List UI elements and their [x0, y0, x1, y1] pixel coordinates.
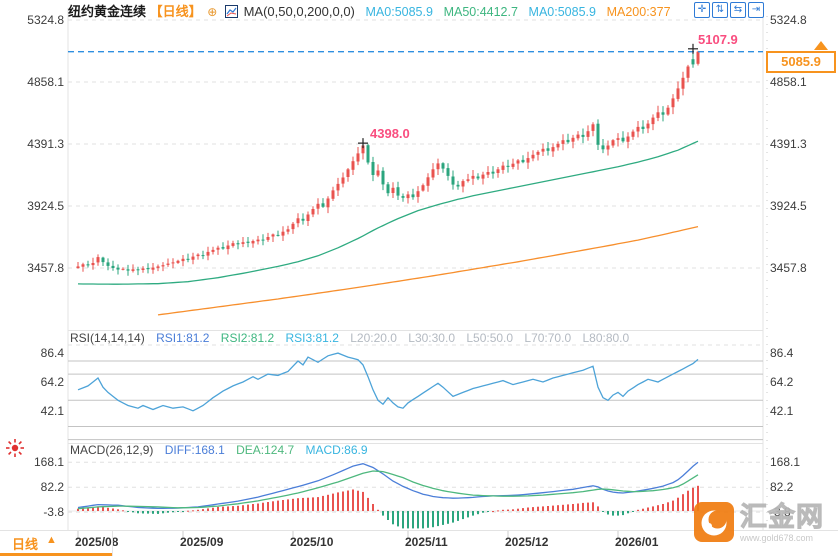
rsi-axis-left-label: 42.1: [40, 403, 64, 418]
watermark-url: www.gold678.com: [740, 533, 814, 543]
price-axis-left-label: 3924.5: [27, 199, 64, 214]
macd-axis-left-label: 82.2: [40, 480, 64, 495]
record-high-label: 5107.9: [698, 31, 738, 47]
ma200-value: MA200:377: [606, 5, 671, 19]
ma0-value-2: MA0:5085.9: [528, 5, 596, 19]
tab-daily-label: 日线: [12, 537, 39, 552]
tab-daily[interactable]: 日线 ▲: [0, 531, 113, 556]
period-tag[interactable]: 【日线】: [149, 4, 202, 19]
ma0-value: MA0:5085.9: [365, 5, 433, 19]
macd-header: MACD(26,12,9) DIFF:168.1 DEA:124.7 MACD:…: [70, 443, 376, 457]
time-axis-label: 2025/09: [180, 535, 224, 549]
rsi-level-80: L80:80.0: [582, 331, 630, 345]
site-watermark: 汇金网 www.gold678.com: [694, 502, 824, 543]
rsi-axis-right-label: 64.2: [770, 374, 794, 389]
chart-toolbar: ✛ ⇅ ⇆ ⇥: [694, 2, 764, 18]
macd-axis-right-label: -3.8: [770, 505, 791, 520]
price-axis-left-label: 3457.8: [27, 261, 64, 276]
tab-arrow-up-icon: ▲: [46, 534, 57, 546]
price-axis-right-label: 5324.8: [770, 13, 807, 27]
time-axis-label: 2025/10: [290, 535, 334, 549]
october-high-label: 4398.0: [370, 126, 410, 142]
rsi-header: RSI(14,14,14) RSI1:81.2 RSI2:81.2 RSI3:8…: [70, 331, 637, 345]
y-axis-scale-icon[interactable]: ⇅: [712, 2, 728, 18]
rsi-level-30: L30:30.0: [408, 331, 455, 345]
dea-value: DEA:124.7: [236, 443, 295, 457]
huijin-logo-icon: [694, 502, 734, 542]
macd-axis-left-label: -3.8: [43, 505, 64, 520]
live-blink-icon: [6, 439, 24, 457]
macd-axis-right-label: 168.1: [770, 455, 801, 470]
rsi3-value: RSI3:81.2: [285, 331, 339, 345]
rsi-axis-left-label: 64.2: [40, 374, 64, 389]
price-axis-left-label: 4391.3: [27, 137, 64, 151]
diff-value: DIFF:168.1: [164, 443, 225, 457]
expand-icon[interactable]: ⊕: [207, 5, 218, 19]
rsi-level-20: L20:20.0: [350, 331, 397, 345]
rsi-level-50: L50:50.0: [466, 331, 514, 345]
price-axis-right-label: 4858.1: [770, 75, 807, 89]
macd-value: MACD:86.9: [305, 443, 368, 457]
price-axis-left-label: 4858.1: [27, 75, 64, 89]
time-axis-label: 2025/08: [75, 535, 119, 549]
main-header: 纽约黄金连续 【日线】 ⊕ MA(0,50,0,200,0,0) MA0:508…: [68, 1, 671, 20]
macd-axis-right-label: 82.2: [770, 480, 794, 495]
rsi-title: RSI(14,14,14): [70, 331, 145, 345]
time-axis-label: 2026/01: [615, 535, 659, 549]
scroll-latest-arrow-icon[interactable]: [814, 41, 828, 50]
macd-axis-left-label: 168.1: [33, 455, 64, 470]
watermark-name: 汇金网: [740, 502, 824, 533]
price-axis-right-label: 3457.8: [770, 261, 807, 276]
current-price-tag: 5085.9: [766, 51, 836, 73]
time-axis-label: 2025/11: [405, 535, 448, 549]
indicator-chart-icon[interactable]: [224, 5, 238, 18]
rsi-level-70: L70:70.0: [524, 331, 572, 345]
macd-title: MACD(26,12,9): [70, 443, 154, 457]
price-axis-left-label: 5324.8: [27, 13, 64, 27]
x-axis-scale-icon[interactable]: ⇆: [730, 2, 746, 18]
rsi-axis-left-label: 86.4: [40, 345, 64, 360]
tab-active-bar: [0, 553, 112, 556]
time-axis-label: 2025/12: [505, 535, 549, 549]
pan-icon[interactable]: ✛: [694, 2, 710, 18]
symbol-title: 纽约黄金连续: [68, 4, 147, 19]
go-to-latest-icon[interactable]: ⇥: [748, 2, 764, 18]
ma-params: MA(0,50,0,200,0,0): [243, 4, 355, 19]
rsi-axis-right-label: 86.4: [770, 345, 794, 360]
price-axis-right-label: 3924.5: [770, 199, 807, 214]
ma50-value: MA50:4412.7: [443, 5, 518, 19]
price-axis-right-label: 4391.3: [770, 137, 807, 151]
rsi2-value: RSI2:81.2: [220, 331, 275, 345]
rsi-axis-right-label: 42.1: [770, 403, 794, 418]
rsi1-value: RSI1:81.2: [156, 331, 210, 345]
